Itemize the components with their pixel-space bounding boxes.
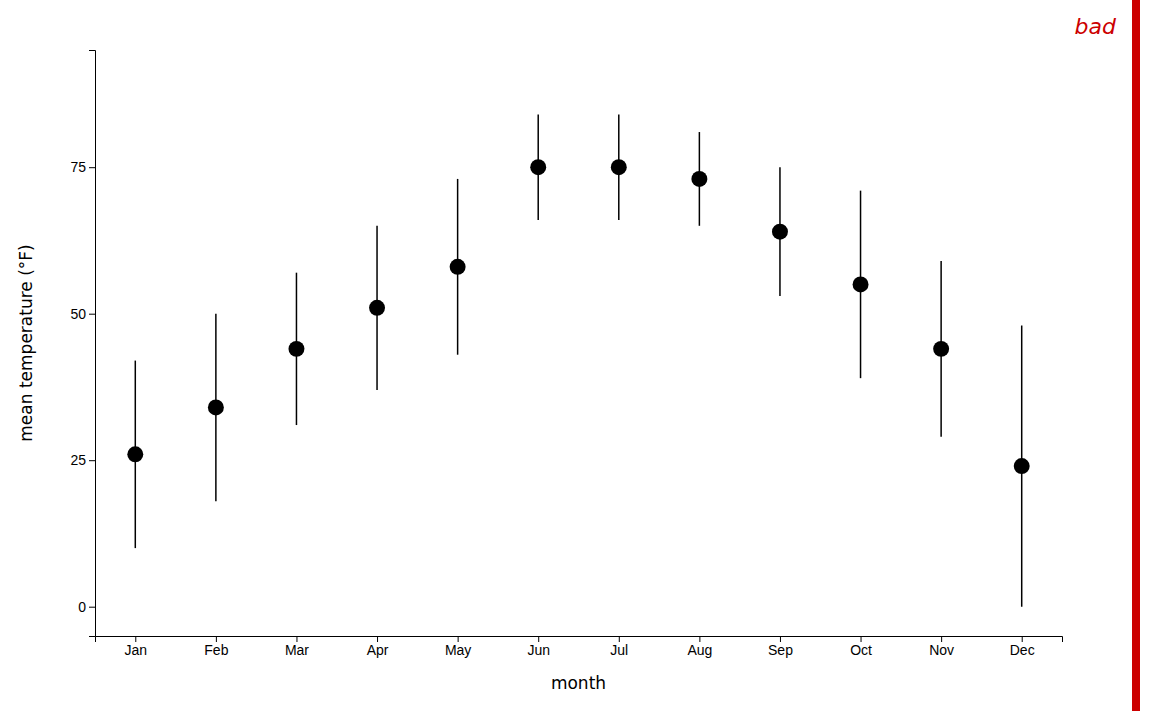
marker [288, 341, 304, 357]
y-tick-mark [89, 460, 95, 461]
x-tick-label: May [445, 642, 471, 658]
y-axis-line [89, 51, 96, 637]
marker [208, 399, 224, 415]
x-axis-line [96, 637, 1063, 643]
annotation: bad [1075, 14, 1117, 39]
x-tick: Oct [850, 636, 872, 658]
marker [369, 300, 385, 316]
y-tick-mark [89, 314, 95, 315]
x-tick: May [445, 636, 471, 658]
x-tick-label: Jun [527, 642, 550, 658]
x-axis: Jan Feb Mar Apr May Jun Jul Aug Sep Oct Nov Dec [96, 636, 1063, 658]
y-tick: 50 [70, 306, 95, 322]
marker [127, 446, 143, 462]
x-tick-label: Mar [285, 642, 309, 658]
y-axis-title: mean temperature (°F) [16, 244, 36, 441]
marker [691, 171, 707, 187]
x-tick: Apr [367, 636, 389, 658]
x-tick-label: Jan [125, 642, 148, 658]
x-tick: Nov [929, 636, 954, 658]
x-tick: Jun [527, 636, 550, 658]
y-tick-label: 0 [78, 599, 86, 615]
marker [450, 259, 466, 275]
x-tick: Jul [610, 636, 628, 658]
x-tick: Sep [768, 636, 793, 658]
y-tick-label: 75 [70, 159, 86, 175]
x-tick-label: Sep [768, 642, 793, 658]
x-tick-label: Aug [687, 642, 712, 658]
marker [1014, 458, 1030, 474]
border-line [1132, 0, 1140, 711]
x-tick: Feb [204, 636, 228, 658]
x-tick: Aug [687, 636, 712, 658]
y-tick: 25 [70, 452, 95, 468]
x-axis-title: month [551, 673, 606, 693]
x-tick-label: Apr [367, 642, 389, 658]
marker [611, 159, 627, 175]
marker [530, 159, 546, 175]
x-tick-label: Oct [850, 642, 872, 658]
y-axis: 0 25 50 75 [70, 51, 95, 637]
marker [772, 224, 788, 240]
chart: Jan Feb Mar Apr May Jun Jul Aug Sep Oct Nov Dec 0 25 5… [0, 0, 1152, 711]
plot-area [127, 114, 1029, 606]
x-tick: Mar [285, 636, 309, 658]
y-tick-label: 50 [70, 306, 86, 322]
y-tick-mark [89, 167, 95, 168]
y-tick: 75 [70, 159, 95, 175]
marker [933, 341, 949, 357]
y-tick-label: 25 [70, 452, 86, 468]
x-tick-label: Dec [1010, 642, 1035, 658]
y-tick: 0 [78, 599, 95, 615]
x-tick: Dec [1010, 636, 1035, 658]
x-tick: Jan [125, 636, 148, 658]
x-tick-label: Feb [204, 642, 228, 658]
marker [853, 276, 869, 292]
x-tick-label: Jul [610, 642, 628, 658]
x-tick-label: Nov [929, 642, 954, 658]
y-tick-mark [89, 607, 95, 608]
